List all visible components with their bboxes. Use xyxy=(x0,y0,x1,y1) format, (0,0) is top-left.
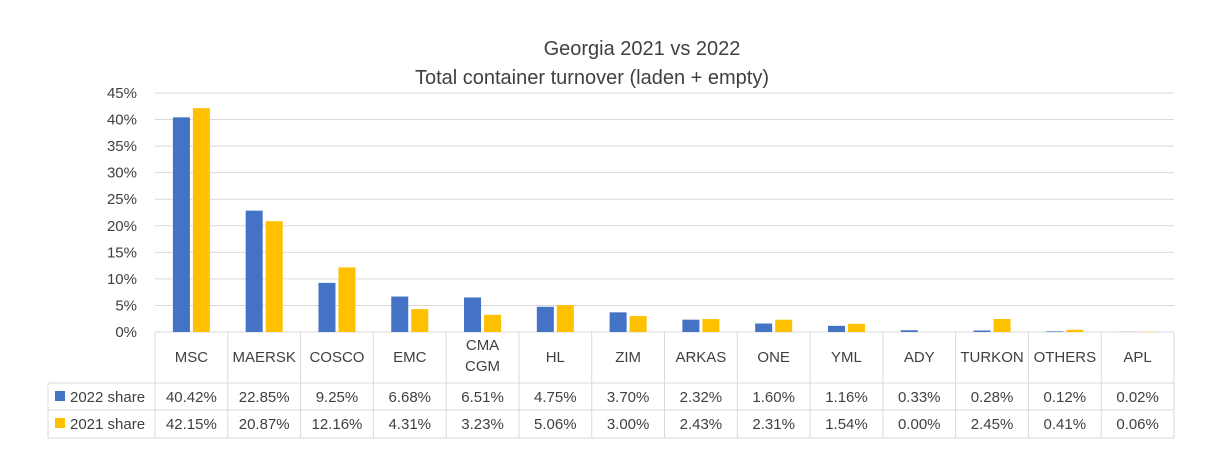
data-label: 12.16% xyxy=(312,416,363,433)
bar-2021-hl xyxy=(556,305,574,332)
category-label: APL xyxy=(1123,349,1151,366)
bar-2022-cosco xyxy=(318,282,336,332)
bar-2022-hl xyxy=(536,306,554,332)
bar-2021-yml xyxy=(847,323,865,332)
y-tick-label: 45% xyxy=(107,85,137,102)
y-axis-tick-labels: 0% 5% 10% 15% 20% 25% 30% 35% 40% 45% xyxy=(107,85,137,341)
y-tick-label: 20% xyxy=(107,218,137,235)
bar-2021-turkon xyxy=(993,318,1011,332)
bar-2022-ady xyxy=(900,330,918,332)
y-tick-label: 30% xyxy=(107,165,137,182)
category-label: ARKAS xyxy=(675,349,726,366)
bar-2022-yml xyxy=(827,325,845,332)
bar-2022-others xyxy=(1046,331,1064,332)
y-tick-label: 25% xyxy=(107,191,137,208)
legend-key-2022 xyxy=(55,391,65,401)
bars xyxy=(172,108,1157,333)
category-label: CMA CGM xyxy=(465,337,500,375)
bar-2022-arkas xyxy=(682,319,700,332)
data-label: 0.28% xyxy=(971,389,1014,406)
bar-2021-maersk xyxy=(265,221,283,332)
data-label: 2.45% xyxy=(971,416,1014,433)
category-label: ONE xyxy=(757,349,790,366)
data-label: 42.15% xyxy=(166,416,217,433)
data-label: 3.23% xyxy=(461,416,504,433)
data-label: 2.43% xyxy=(680,416,723,433)
bar-2021-others xyxy=(1066,329,1084,332)
category-label: ADY xyxy=(904,349,935,366)
data-label: 1.60% xyxy=(752,389,795,406)
data-label: 3.00% xyxy=(607,416,650,433)
data-label: 40.42% xyxy=(166,389,217,406)
category-label: TURKON xyxy=(960,349,1023,366)
data-label: 0.33% xyxy=(898,389,941,406)
category-label: HL xyxy=(546,349,565,366)
category-label: MAERSK xyxy=(232,349,295,366)
data-label: 22.85% xyxy=(239,389,290,406)
bar-2022-turkon xyxy=(973,330,991,332)
y-tick-label: 15% xyxy=(107,244,137,261)
data-label: 0.02% xyxy=(1116,389,1159,406)
y-tick-label: 5% xyxy=(115,297,137,314)
data-label: 1.16% xyxy=(825,389,868,406)
data-label: 5.06% xyxy=(534,416,577,433)
data-label: 1.54% xyxy=(825,416,868,433)
data-label: 0.12% xyxy=(1044,389,1087,406)
data-label: 4.75% xyxy=(534,389,577,406)
category-label: EMC xyxy=(393,349,427,366)
data-label: 0.00% xyxy=(898,416,941,433)
bar-2021-cosco xyxy=(338,267,356,332)
category-label: COSCO xyxy=(309,349,364,366)
y-tick-label: 10% xyxy=(107,271,137,288)
category-label: YML xyxy=(831,349,862,366)
data-label: 6.68% xyxy=(388,389,431,406)
bar-2021-one xyxy=(775,319,793,332)
data-label: 0.41% xyxy=(1044,416,1087,433)
chart-title-group: Georgia 2021 vs 2022 Total container tur… xyxy=(415,38,769,89)
category-label: ZIM xyxy=(615,349,641,366)
bar-2022-maersk xyxy=(245,210,263,332)
legend-key-2021 xyxy=(55,418,65,428)
data-table: MSC MAERSK COSCO EMC CMA CGM HL ZIM ARKAS ONE YML A… xyxy=(47,332,1175,439)
bar-2022-cma-cgm xyxy=(464,297,482,332)
data-label: 4.31% xyxy=(388,416,431,433)
bar-2021-zim xyxy=(629,316,647,332)
data-label: 6.51% xyxy=(461,389,504,406)
category-label: OTHERS xyxy=(1034,349,1097,366)
bar-2021-msc xyxy=(192,108,210,333)
data-label: 9.25% xyxy=(316,389,359,406)
bar-2022-one xyxy=(755,323,773,332)
y-tick-label: 35% xyxy=(107,138,137,155)
category-label: MSC xyxy=(175,349,209,366)
data-label: 0.06% xyxy=(1116,416,1159,433)
bar-2021-arkas xyxy=(702,319,720,332)
y-tick-label: 0% xyxy=(115,324,137,341)
bar-2022-emc xyxy=(391,296,409,332)
data-label: 3.70% xyxy=(607,389,650,406)
y-tick-label: 40% xyxy=(107,112,137,129)
series-name: 2022 share xyxy=(70,389,145,406)
bar-2021-cma-cgm xyxy=(484,314,502,332)
chart-title: Georgia 2021 vs 2022 xyxy=(544,38,741,60)
chart-subtitle: Total container turnover (laden + empty) xyxy=(415,67,769,89)
data-label: 20.87% xyxy=(239,416,290,433)
series-name: 2021 share xyxy=(70,416,145,433)
data-label: 2.31% xyxy=(752,416,795,433)
bar-2022-msc xyxy=(172,117,190,332)
bar-2021-emc xyxy=(411,309,429,332)
data-label: 2.32% xyxy=(680,389,723,406)
gridlines xyxy=(155,92,1174,333)
bar-2022-zim xyxy=(609,312,627,332)
